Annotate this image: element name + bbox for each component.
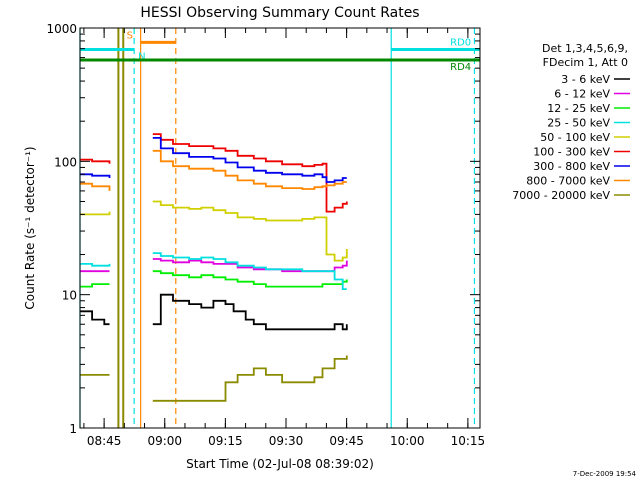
legend-entry-label: 3 - 6 keV — [561, 73, 610, 86]
x-tick-label: 10:15 — [451, 434, 486, 448]
legend-entry-label: 25 - 50 keV — [547, 117, 610, 130]
x-tick-label: 10:00 — [390, 434, 425, 448]
x-axis: 08:45 09:00 09:15 09:30 09:45 10:00 10:15 — [83, 28, 486, 448]
legend-entry-label: 800 - 7000 keV — [526, 175, 610, 188]
x-tick-label: 09:15 — [208, 434, 243, 448]
series-line-3 — [80, 252, 347, 290]
legend-entry-label: 7000 - 20000 keV — [512, 189, 610, 202]
state-bar-label: RD0 — [450, 37, 471, 48]
y-tick-label: 10 — [62, 289, 77, 303]
series-line-6 — [80, 137, 347, 183]
series-line-0 — [80, 293, 348, 331]
x-tick-label: 09:00 — [147, 434, 182, 448]
legend-entry-label: 300 - 800 keV — [533, 160, 610, 173]
legend-entry-label: 100 - 300 keV — [533, 146, 610, 159]
state-bars: SN RD0 RD4 — [80, 30, 481, 73]
series-line-8 — [80, 355, 348, 402]
state-bar-label: N — [138, 51, 145, 62]
x-tick-label: 08:45 — [87, 434, 122, 448]
legend-header-line-1: Det 1,3,4,5,6,9, — [542, 42, 628, 55]
y-tick-label: 1 — [69, 422, 77, 436]
series-line-1 — [80, 258, 348, 273]
x-axis-label: Start Time (02-Jul-08 08:39:02) — [186, 457, 374, 471]
y-axis-label: Count Rate (s⁻¹ detector⁻¹) — [23, 146, 37, 309]
y-axis: 1 10 100 1000 — [46, 22, 480, 436]
plot-frame — [79, 27, 481, 429]
timestamp-footer: 7-Dec-2009 19:54 — [573, 470, 637, 478]
legend-header-line-2: FDecim 1, Att 0 — [543, 56, 628, 69]
series-line-7 — [80, 149, 347, 191]
x-tick-label: 09:45 — [329, 434, 364, 448]
series-line-4 — [80, 200, 348, 262]
chart-title: HESSI Observing Summary Count Rates — [140, 5, 419, 21]
legend: Det 1,3,4,5,6,9, FDecim 1, Att 0 3 - 6 k… — [512, 42, 630, 202]
series-line-5 — [80, 133, 348, 213]
state-bar-label: S — [127, 30, 133, 41]
legend-entry-label: 12 - 25 keV — [547, 102, 610, 115]
series-lines — [80, 133, 348, 402]
state-bar-label: RD4 — [450, 62, 471, 73]
series-line-2 — [80, 270, 348, 288]
vertical-markers — [79, 28, 476, 428]
y-tick-label: 1000 — [46, 22, 77, 36]
legend-entry-label: 50 - 100 keV — [540, 131, 610, 144]
legend-entry-label: 6 - 12 keV — [554, 88, 610, 101]
y-tick-label: 100 — [54, 155, 77, 169]
x-tick-label: 09:30 — [269, 434, 304, 448]
plot-area: SN RD0 RD4 — [79, 27, 481, 429]
